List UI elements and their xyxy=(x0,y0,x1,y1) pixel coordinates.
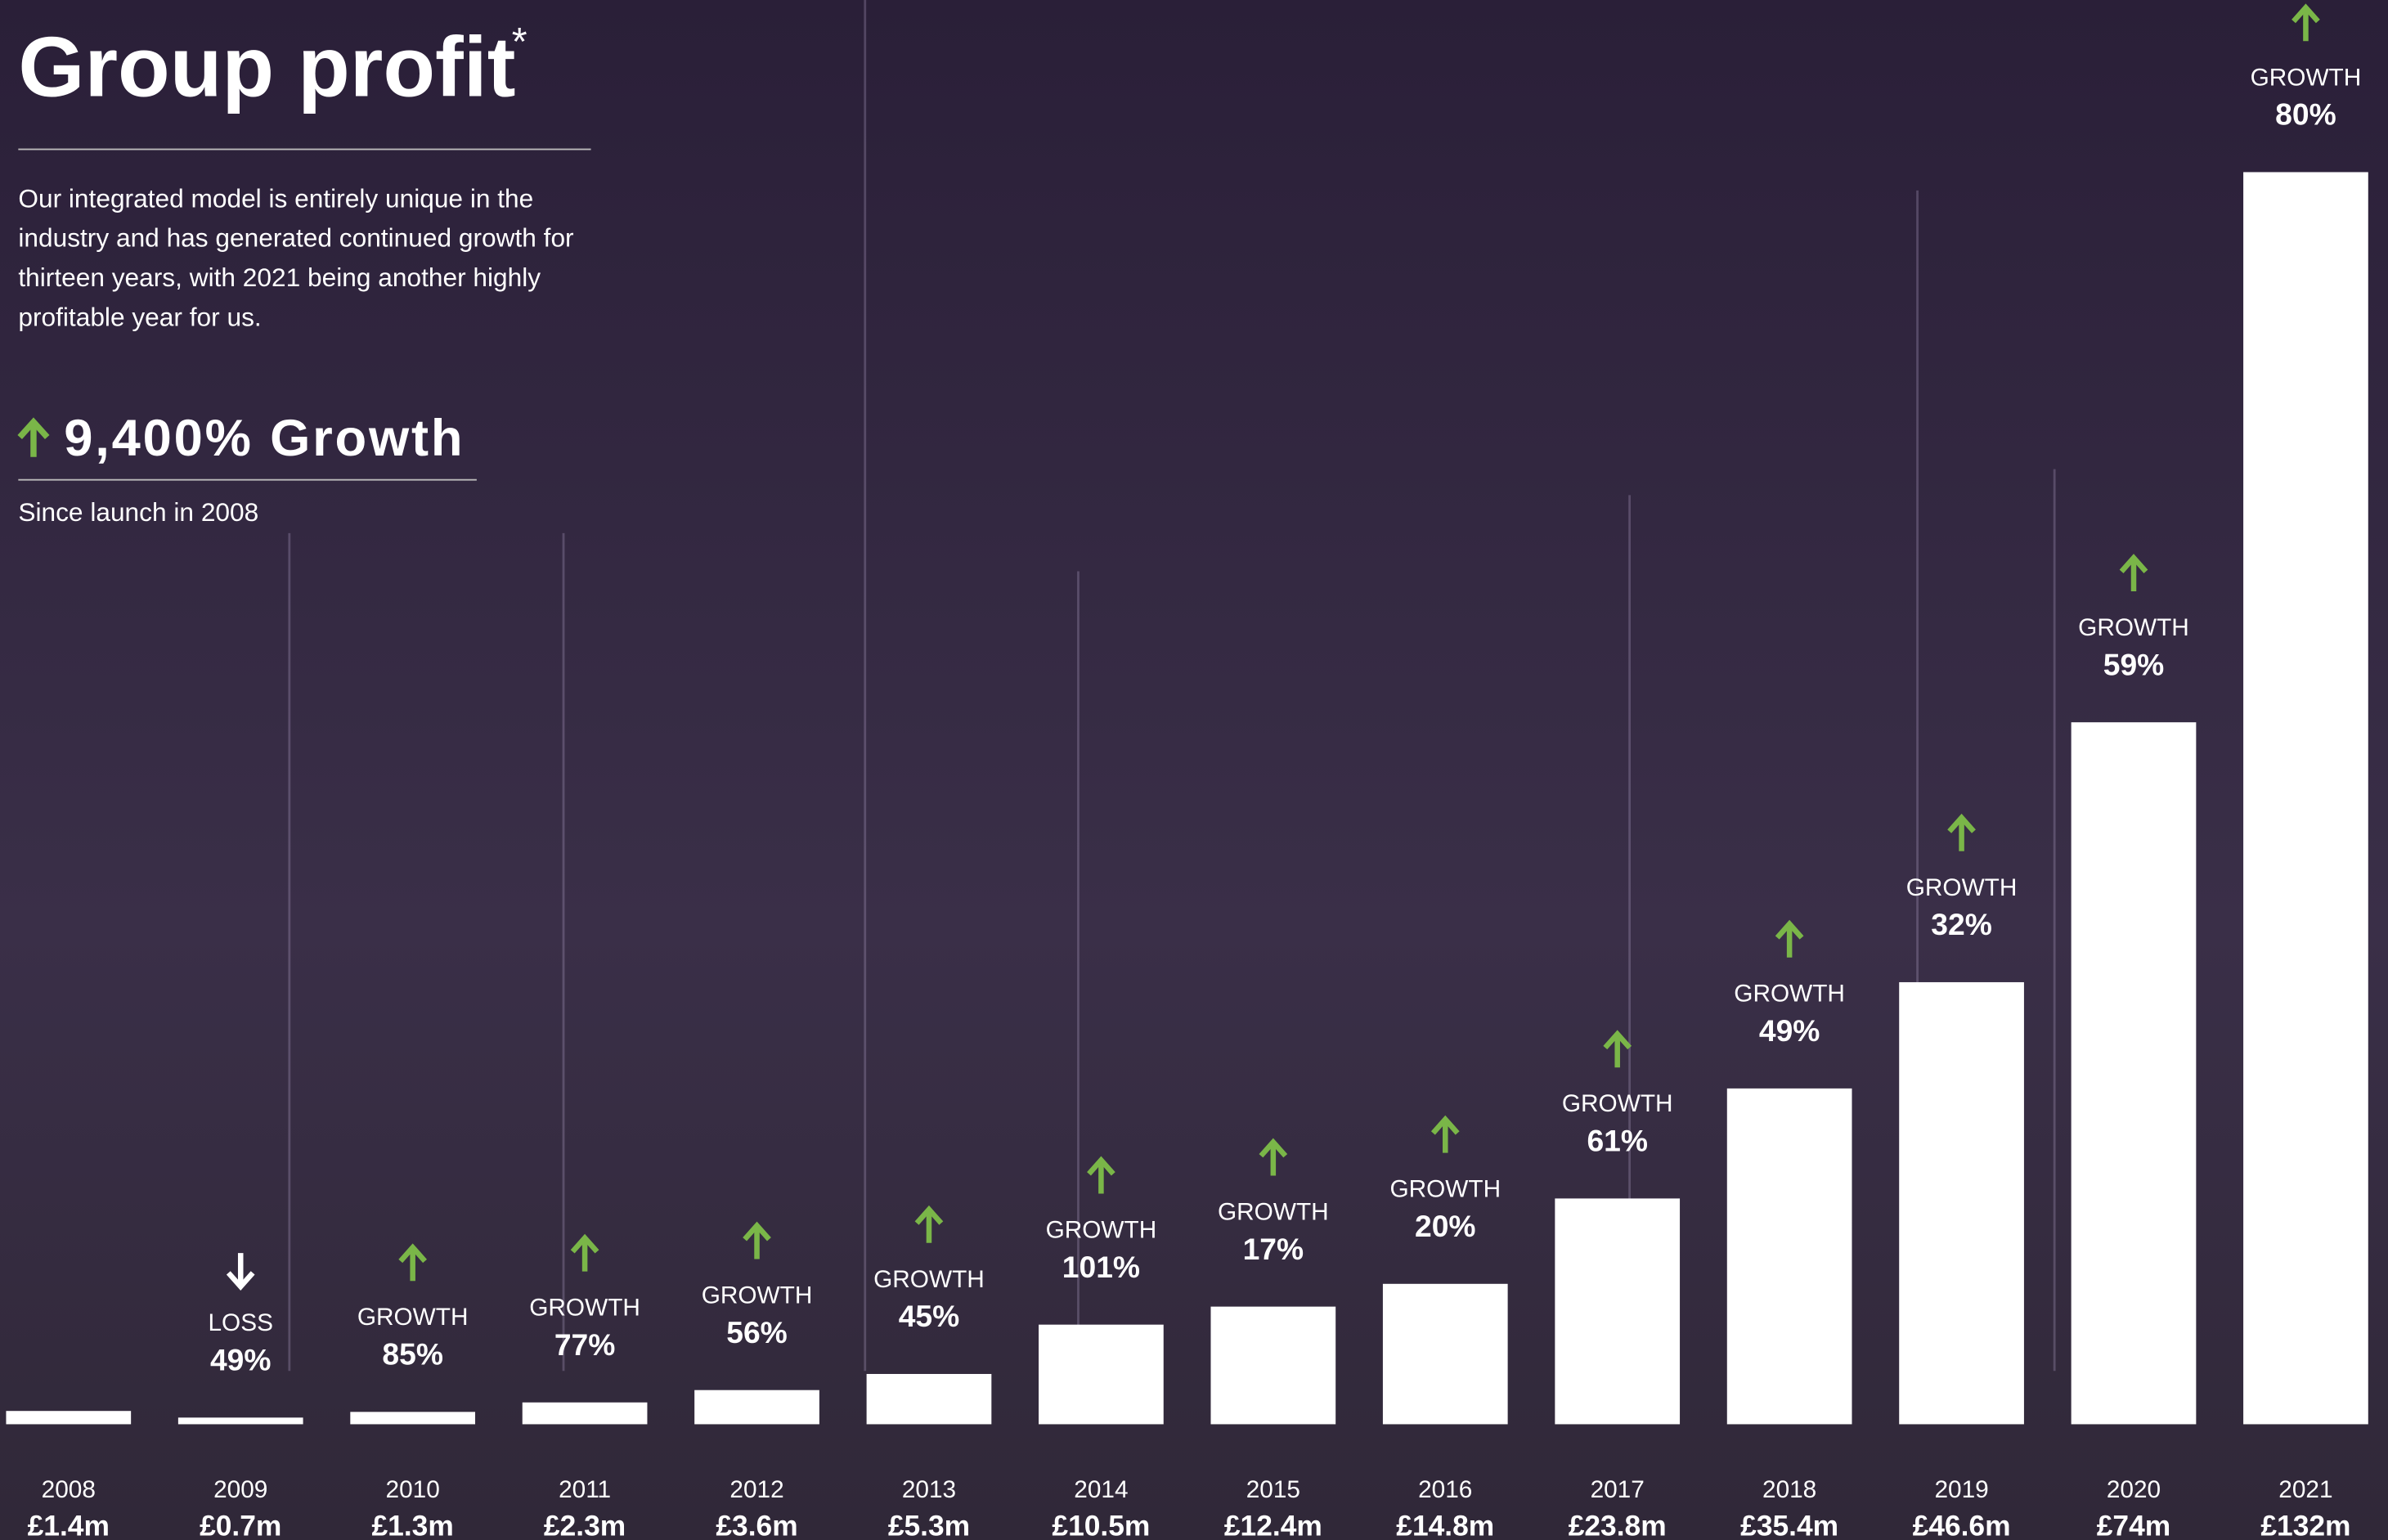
bar xyxy=(1727,1089,1852,1425)
value-label: £46.6m xyxy=(1913,1510,2011,1540)
x-tick-label: 2015 xyxy=(1246,1476,1300,1503)
value-label: £132m xyxy=(2260,1510,2350,1540)
bar xyxy=(694,1390,819,1425)
x-tick-label: 2012 xyxy=(729,1476,783,1503)
x-tick-label: 2019 xyxy=(1934,1476,1988,1503)
description-line: profitable year for us. xyxy=(18,303,261,332)
x-tick-label: 2018 xyxy=(1762,1476,1816,1503)
x-tick-label: 2009 xyxy=(213,1476,267,1503)
change-label: 77% xyxy=(554,1327,616,1362)
bar xyxy=(1210,1307,1335,1425)
x-tick-label: 2017 xyxy=(1591,1476,1645,1503)
x-tick-label: 2011 xyxy=(559,1476,611,1503)
headline-note: Since launch in 2008 xyxy=(18,497,258,527)
change-kind: GROWTH xyxy=(2078,614,2189,641)
bar xyxy=(1555,1198,1680,1424)
bar xyxy=(2072,722,2197,1424)
value-label: £2.3m xyxy=(544,1510,626,1540)
change-label: 17% xyxy=(1243,1232,1304,1266)
x-tick-label: 2020 xyxy=(2107,1476,2161,1503)
change-kind: GROWTH xyxy=(357,1304,469,1331)
chart: Group profit * Our integrated model is e… xyxy=(0,0,2388,1540)
value-label: £12.4m xyxy=(1224,1510,1322,1540)
change-label: 101% xyxy=(1062,1250,1140,1284)
change-kind: GROWTH xyxy=(1218,1198,1329,1225)
value-label: £14.8m xyxy=(1396,1510,1494,1540)
value-label: £10.5m xyxy=(1052,1510,1150,1540)
description-line: industry and has generated continued gro… xyxy=(18,223,574,253)
bar xyxy=(523,1403,648,1425)
change-kind: GROWTH xyxy=(1734,981,1845,1008)
bar xyxy=(2243,172,2368,1424)
x-tick-label: 2016 xyxy=(1418,1476,1472,1503)
change-kind: GROWTH xyxy=(1389,1176,1501,1203)
change-label: 61% xyxy=(1587,1124,1648,1158)
description-line: thirteen years, with 2021 being another … xyxy=(18,263,541,292)
change-label: 32% xyxy=(1931,907,1992,941)
x-tick-label: 2010 xyxy=(386,1476,440,1503)
x-tick-label: 2021 xyxy=(2278,1476,2332,1503)
change-kind: GROWTH xyxy=(529,1295,640,1322)
value-label: £74m xyxy=(2097,1510,2170,1540)
change-label: 49% xyxy=(1759,1013,1820,1048)
value-label: £3.6m xyxy=(716,1510,797,1540)
change-kind: GROWTH xyxy=(873,1266,985,1293)
bar xyxy=(1899,982,2024,1424)
x-tick-label: 2013 xyxy=(902,1476,956,1503)
change-kind: LOSS xyxy=(209,1309,273,1336)
change-kind: GROWTH xyxy=(1046,1217,1157,1244)
bar xyxy=(6,1411,131,1424)
title-mark: * xyxy=(512,20,527,64)
bar xyxy=(1039,1325,1164,1425)
headline: 9,400% Growth xyxy=(64,410,465,467)
bar xyxy=(350,1412,475,1424)
bar xyxy=(178,1417,303,1424)
bar xyxy=(1383,1284,1508,1425)
change-label: 56% xyxy=(726,1315,788,1349)
value-label: £0.7m xyxy=(200,1510,281,1540)
change-label: 85% xyxy=(382,1337,443,1372)
value-label: £1.3m xyxy=(372,1510,454,1540)
change-kind: GROWTH xyxy=(702,1282,813,1309)
x-tick-label: 2008 xyxy=(42,1476,96,1503)
value-label: £1.4m xyxy=(28,1510,110,1540)
description-line: Our integrated model is entirely unique … xyxy=(18,183,533,213)
x-tick-label: 2014 xyxy=(1074,1476,1128,1503)
title: Group profit xyxy=(18,20,515,114)
change-label: 49% xyxy=(210,1343,272,1377)
change-kind: GROWTH xyxy=(1562,1090,1673,1117)
change-label: 45% xyxy=(899,1299,960,1333)
change-kind: GROWTH xyxy=(1906,874,2018,901)
change-kind: GROWTH xyxy=(2251,64,2362,91)
value-label: £5.3m xyxy=(888,1510,970,1540)
value-label: £23.8m xyxy=(1569,1510,1667,1540)
bar xyxy=(867,1374,992,1424)
change-label: 80% xyxy=(2275,97,2336,132)
value-label: £35.4m xyxy=(1740,1510,1838,1540)
page: Group profit * Our integrated model is e… xyxy=(0,0,2388,1540)
change-label: 20% xyxy=(1415,1209,1476,1243)
change-label: 59% xyxy=(2103,647,2165,681)
